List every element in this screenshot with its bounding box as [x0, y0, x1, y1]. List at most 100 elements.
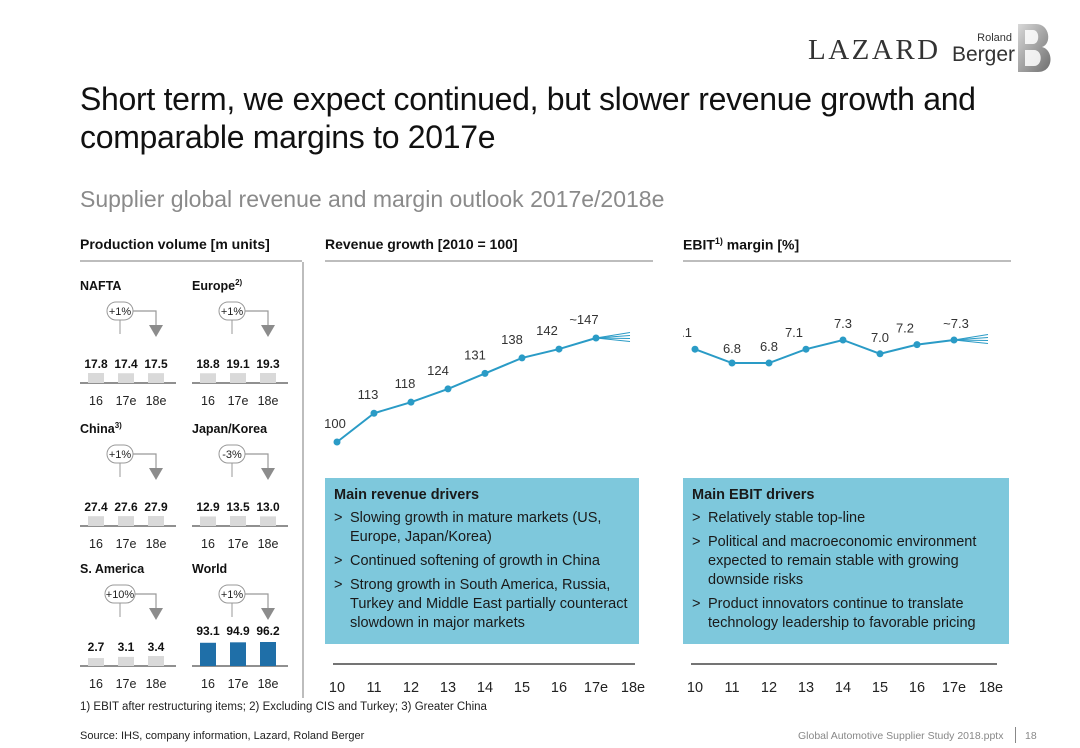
ebit-drivers-box: Main EBIT drivers Relatively stable top-…	[683, 478, 1009, 644]
data-point	[370, 409, 378, 417]
production-year-label: 16	[89, 677, 103, 691]
revenue-data-label: 138	[501, 332, 523, 347]
data-point	[950, 336, 958, 344]
revenue-rule	[325, 260, 653, 262]
ebit-x-tick: 13	[798, 680, 814, 696]
change-label: +1%	[221, 306, 244, 318]
production-year-label: 18e	[146, 537, 167, 551]
revenue-x-tick: 17e	[584, 680, 608, 696]
production-bar	[260, 642, 276, 666]
production-year-label: 18e	[258, 537, 279, 551]
data-point	[518, 354, 526, 362]
revenue-data-label: 100	[325, 416, 346, 431]
production-value-label: 19.1	[226, 357, 250, 371]
ebit-x-tick: 17e	[942, 680, 966, 696]
production-rule	[80, 260, 302, 262]
production-bar	[200, 642, 216, 666]
ebit-x-tick: 18e	[979, 680, 1003, 696]
revenue-data-label: 118	[395, 376, 416, 391]
revenue-x-tick: 16	[551, 680, 567, 696]
panel-title: Japan/Korea	[192, 422, 268, 436]
change-connector	[245, 310, 269, 326]
data-point	[876, 350, 884, 358]
forecast-fan-line	[595, 337, 631, 342]
change-connector	[133, 453, 157, 469]
ebit-data-label: 6.8	[723, 341, 741, 356]
panel-title: NAFTA	[80, 279, 121, 293]
production-year-label: 17e	[228, 394, 249, 408]
production-value-label: 17.4	[114, 357, 138, 371]
change-label: +1%	[221, 589, 244, 601]
production-value-label: 17.5	[144, 357, 168, 371]
change-arrow-icon	[149, 468, 163, 480]
change-arrow-icon	[261, 468, 275, 480]
production-divider	[302, 262, 304, 698]
production-year-label: 18e	[258, 394, 279, 408]
production-value-label: 27.4	[84, 500, 108, 514]
production-bar	[230, 516, 246, 526]
production-bar	[88, 516, 104, 526]
ebit-data-label: 7.2	[896, 321, 914, 336]
data-point	[765, 359, 773, 367]
panel-title: China3)	[80, 421, 122, 436]
data-point	[555, 345, 563, 353]
production-bar	[200, 516, 216, 526]
revenue-heading: Revenue growth [2010 = 100]	[325, 236, 518, 252]
footnote: 1) EBIT after restructuring items; 2) Ex…	[80, 701, 487, 713]
revenue-x-tick: 18e	[621, 680, 645, 696]
production-bar	[118, 373, 134, 383]
revenue-x-tick: 13	[440, 680, 456, 696]
production-year-label: 17e	[228, 537, 249, 551]
production-chart: NAFTA 17.8 16 17.4 17e 17.5 18e +1% Europe2) 18.8…	[80, 278, 288, 691]
data-point	[333, 438, 341, 446]
panel-title: Europe2)	[192, 278, 243, 293]
production-value-label: 96.2	[256, 624, 280, 638]
ebit-data-label: ~7.3	[943, 316, 969, 331]
series-line	[694, 338, 955, 364]
revenue-drivers-box: Main revenue drivers Slowing growth in m…	[325, 478, 639, 644]
roland-berger-logo-text: Roland Berger	[952, 32, 1016, 66]
change-connector	[245, 453, 269, 469]
ebit-heading-sup: 1)	[714, 236, 723, 246]
production-year-label: 16	[201, 394, 215, 408]
change-arrow-icon	[261, 608, 275, 620]
change-connector	[133, 310, 157, 326]
revenue-driver-item: Strong growth in South America, Russia, …	[334, 576, 632, 633]
revenue-drivers-heading: Main revenue drivers	[334, 487, 480, 503]
production-value-label: 3.1	[118, 640, 135, 654]
production-year-label: 18e	[146, 394, 167, 408]
production-bar	[148, 656, 164, 666]
source-note: Source: IHS, company information, Lazard…	[80, 730, 365, 742]
change-pill	[218, 301, 246, 321]
ebit-x-tick: 12	[761, 680, 777, 696]
production-bar	[148, 516, 164, 526]
revenue-chart: 100 113 118 124 131 138 142 ~147 10 11 12 13 14 15 16 1…	[325, 312, 645, 696]
change-label: +1%	[109, 449, 132, 461]
production-bar	[230, 642, 246, 666]
production-bar	[230, 373, 246, 383]
forecast-fan-line	[953, 339, 989, 344]
data-point	[691, 345, 699, 353]
production-value-label: 2.7	[88, 640, 105, 654]
production-value-label: 13.5	[226, 500, 250, 514]
rb-logo-bottom: Berger	[952, 43, 1016, 66]
production-year-label: 17e	[116, 394, 137, 408]
change-pill	[106, 444, 134, 464]
ebit-data-label: 7.0	[871, 330, 889, 345]
change-arrow-icon	[149, 608, 163, 620]
ebit-x-tick: 14	[835, 680, 851, 696]
file-name: Global Automotive Supplier Study 2018.pp…	[798, 730, 1004, 742]
change-connector	[135, 593, 157, 609]
production-value-label: 93.1	[196, 624, 220, 638]
data-point	[481, 369, 489, 377]
production-year-label: 16	[201, 537, 215, 551]
ebit-x-tick: 10	[687, 680, 703, 696]
ebit-driver-item: Product innovators continue to translate…	[692, 595, 1002, 633]
production-year-label: 18e	[258, 677, 279, 691]
production-year-label: 16	[201, 677, 215, 691]
revenue-data-label: 131	[464, 347, 486, 362]
panel-title-sup: 2)	[235, 278, 242, 287]
revenue-x-tick: 12	[403, 680, 419, 696]
production-value-label: 27.9	[144, 500, 168, 514]
ebit-driver-item: Political and macroeconomic environment …	[692, 533, 1002, 590]
